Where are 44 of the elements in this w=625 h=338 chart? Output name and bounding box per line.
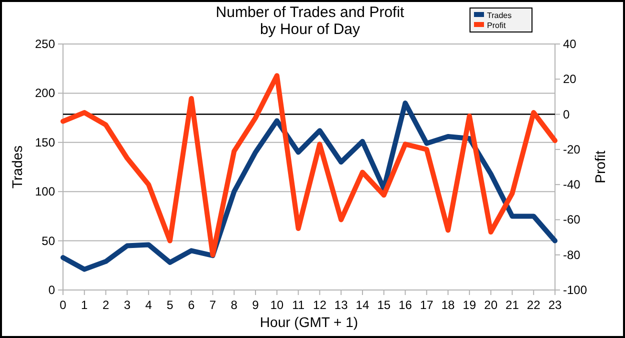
x-tick-label: 18 — [441, 298, 456, 312]
chart-title: Number of Trades and Profit by Hour of Day — [216, 4, 406, 38]
y2-tick-label: -60 — [563, 212, 581, 227]
x-tick-label: 1 — [81, 298, 88, 312]
x-tick-label: 22 — [526, 298, 541, 312]
y2-tick-label: -100 — [563, 283, 588, 297]
x-tick-label: 12 — [313, 298, 327, 312]
y-tick-label: 150 — [34, 135, 56, 150]
x-tick-label: 10 — [270, 298, 284, 312]
y2-axis-title: Profit — [592, 150, 608, 184]
y2-tick-label: -40 — [563, 178, 581, 192]
x-tick-label: 20 — [484, 298, 498, 312]
y2-tick-label: -80 — [563, 248, 581, 262]
x-tick-label: 4 — [145, 298, 152, 312]
x-tick-label: 19 — [462, 298, 476, 312]
x-tick-label: 13 — [334, 298, 348, 312]
x-tick-label: 5 — [166, 298, 174, 312]
y2-tick-label: -20 — [563, 142, 581, 156]
y2-tick-label: 40 — [563, 37, 577, 51]
y2-tick-label: 0 — [563, 107, 570, 122]
x-tick-label: 7 — [209, 298, 216, 312]
y-tick-label: 50 — [42, 234, 56, 248]
y2-tick-label: 20 — [563, 72, 577, 86]
x-tick-label: 23 — [548, 298, 562, 312]
x-tick-label: 0 — [60, 298, 67, 312]
y-tick-label: 200 — [34, 86, 56, 100]
x-tick-label: 11 — [292, 298, 305, 312]
legend-label: Trades — [487, 11, 512, 20]
legend-label: Profit — [487, 21, 506, 30]
x-tick-label: 21 — [506, 298, 520, 312]
y-axis-title: Trades — [9, 145, 25, 189]
y-tick-label: 250 — [34, 37, 56, 51]
x-tick-label: 8 — [230, 298, 238, 312]
x-tick-label: 2 — [102, 298, 110, 312]
x-tick-label: 15 — [377, 298, 391, 312]
x-tick-label: 14 — [356, 298, 370, 312]
x-tick-label: 6 — [188, 298, 196, 312]
x-tick-label: 16 — [398, 298, 412, 312]
y-tick-label: 0 — [48, 283, 56, 297]
x-tick-label: 17 — [420, 298, 434, 312]
x-tick-label: 9 — [252, 298, 260, 312]
x-tick-label: 3 — [124, 298, 131, 312]
y-tick-label: 100 — [34, 184, 56, 199]
x-axis-title: Hour (GMT + 1) — [260, 314, 358, 330]
